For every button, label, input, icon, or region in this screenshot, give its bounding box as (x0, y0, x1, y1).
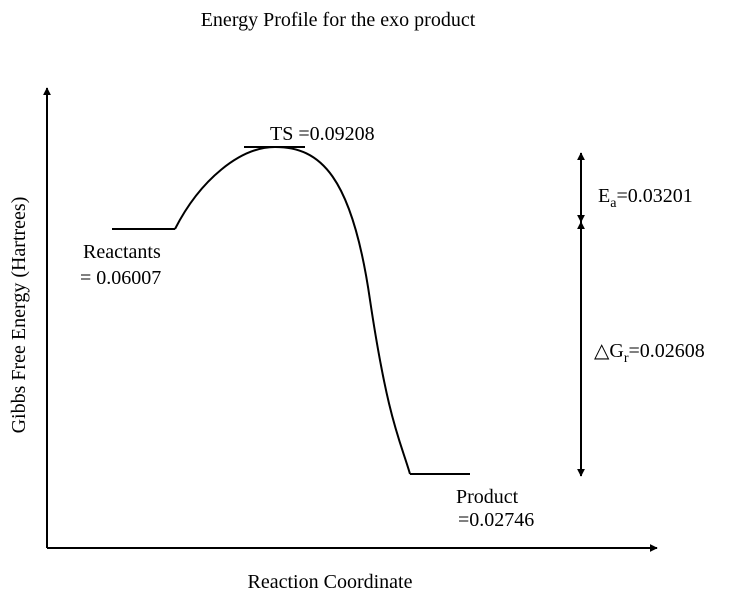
activation-subscript: a (610, 196, 617, 211)
activation-value: =0.03201 (616, 185, 692, 207)
product-name: Product (456, 486, 519, 508)
title: Energy Profile for the exo product (201, 9, 476, 31)
reaction-value: =0.02608 (629, 340, 705, 362)
reaction-symbol: △G (594, 340, 624, 362)
reaction-label: △Gr=0.02608 (594, 340, 705, 366)
activation-symbol: E (598, 185, 610, 207)
reaction-curve (174, 145, 411, 475)
reactants-value: = 0.06007 (80, 267, 161, 289)
x-axis-label: Reaction Coordinate (248, 571, 413, 593)
activation-label: Ea=0.03201 (598, 185, 693, 211)
product-value: =0.02746 (458, 509, 534, 531)
reaction-subscript: r (624, 351, 629, 366)
y-axis-label: Gibbs Free Energy (Hartrees) (8, 197, 30, 434)
ts-label: TS =0.09208 (270, 123, 375, 145)
reactants-name: Reactants (83, 241, 161, 263)
